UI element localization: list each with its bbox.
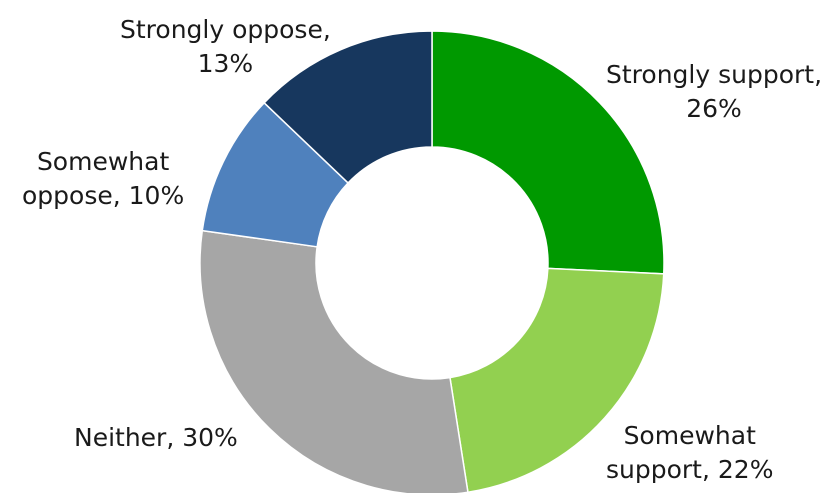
slice-neither bbox=[199, 229, 469, 493]
label-somewhat-support: Somewhat support, 22% bbox=[606, 421, 774, 484]
slice-somewhat-support bbox=[449, 267, 665, 493]
label-strongly-support: Strongly support, 26% bbox=[606, 60, 823, 123]
slice-strongly-support bbox=[431, 30, 665, 275]
label-strongly-oppose: Strongly oppose, 13% bbox=[120, 15, 331, 78]
donut-slices bbox=[199, 30, 665, 493]
label-neither: Neither, 30% bbox=[74, 423, 238, 452]
slice-strongly-oppose bbox=[263, 30, 433, 184]
label-somewhat-oppose: Somewhat oppose, 10% bbox=[22, 147, 185, 210]
